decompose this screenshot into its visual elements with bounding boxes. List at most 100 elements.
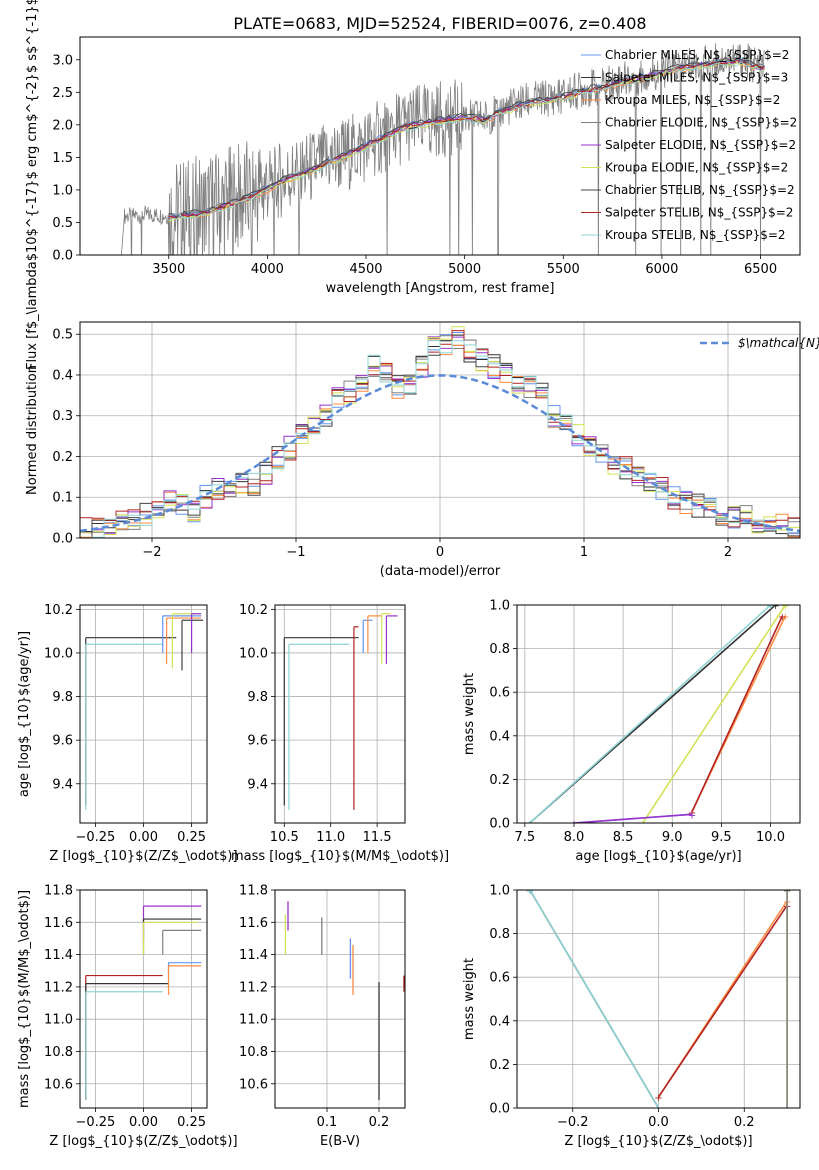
y-tick-label: 11.4 [44, 948, 73, 963]
axes-frame [79, 889, 208, 1109]
y-tick-label: 1.0 [52, 183, 73, 198]
weight-marker-2-1: + [526, 819, 534, 830]
x-tick-label: 0 [436, 545, 444, 560]
y-tick-label: 0.4 [489, 729, 510, 744]
mass-vs-Z-panel: −0.25 0.00 0.25 10.6 10.8 11.0 11.2 11.4 11.6 11.… [17, 884, 238, 1150]
age-vs-Z-panel: −0.25 0.00 0.25 9.4 9.6 9.8 10.0 10.2 Z [log$_{1… [17, 603, 238, 864]
x-tick-label: 11.0 [316, 830, 345, 845]
axes-frame [79, 604, 208, 824]
x-tick-label: −2 [142, 545, 161, 560]
y-tick-label: 0.6 [489, 686, 510, 701]
weight-marker-4-1: + [654, 1093, 662, 1104]
x-tick-label: 8.5 [613, 830, 634, 845]
x-tick-label: 0.25 [177, 1115, 206, 1130]
x-tick-label: 0.25 [177, 830, 206, 845]
model-fit-line-7 [168, 56, 765, 218]
y-tick-label: 10.8 [239, 1045, 268, 1060]
weight-marker-3-1: + [654, 1093, 662, 1104]
x-tick-label: 6500 [744, 262, 777, 277]
x-tick-label: −0.2 [557, 1115, 589, 1130]
x-tick-label: 5000 [448, 262, 481, 277]
weight-vs-Z-panel: −0.2 0.0 0.20.00.20.40.60.81.0 ++++++++++++… [462, 884, 801, 1149]
x-tick-label: 0.00 [129, 1115, 158, 1130]
plot-area [283, 613, 398, 810]
weight-marker-2-2: + [766, 601, 774, 612]
legend-label-7: Chabrier STELIB, N$_{SSP}$=2 [605, 183, 795, 197]
normal-distribution-curve [80, 374, 800, 533]
y-tick-label: 10.6 [44, 1077, 73, 1092]
y-tick-label: 10.2 [239, 603, 268, 618]
weight-line-7 [573, 813, 692, 823]
axes-frame [79, 321, 801, 539]
weight-marker-5-2: + [778, 612, 786, 623]
mass-vs-EBV-panel: 0.1 0.2 10.6 10.8 11.0 11.2 11.4 11.6 11.8 E(B-V) [239, 884, 406, 1149]
weight-marker-3-2: + [781, 601, 789, 612]
y-tick-label: 3.0 [52, 53, 73, 68]
weight-marker-2-2: + [654, 1104, 662, 1115]
model-fit-line-9 [168, 61, 765, 221]
y-tick-label: 11.6 [239, 916, 268, 931]
x-tick-label: 0.2 [734, 1115, 755, 1130]
x-axis-label: Z [log$_{10}$(Z/Z$_\odot$)] [49, 849, 237, 864]
legend-label-6: Kroupa ELODIE, N$_{SSP}$=2 [605, 161, 788, 175]
y-axis-label: mass weight [462, 958, 477, 1040]
weight-marker-4-1: + [688, 808, 696, 819]
x-axis-label: mass [log$_{10}$(M/M$_\odot$)] [231, 849, 449, 864]
weight-line-3 [642, 605, 786, 823]
weight-marker-1-2: + [771, 601, 779, 612]
y-tick-label: 0.0 [52, 249, 73, 264]
y-tick-label: 2.5 [52, 86, 73, 101]
x-axis-label: (data-model)/error [380, 564, 501, 579]
plot-area [284, 901, 405, 1100]
age-vs-mass-panel: 10.5 11.0 11.5 9.4 9.6 9.8 10.0 10.2 mass [log$_… [231, 603, 449, 864]
y-tick-label: 0.8 [489, 642, 510, 657]
y-tick-label: 0.4 [489, 1014, 510, 1029]
y-tick-label: 0.2 [489, 773, 510, 788]
histogram-line-9 [80, 340, 800, 538]
y-tick-label: 0.0 [489, 817, 510, 832]
y-tick-label: 9.8 [52, 690, 73, 705]
x-axis-label: wavelength [Angstrom, rest frame] [326, 281, 555, 296]
x-tick-label: −1 [286, 545, 305, 560]
y-tick-label: 9.8 [247, 690, 268, 705]
legend-label-5: Salpeter ELODIE, N$_{SSP}$=2 [605, 138, 796, 152]
y-tick-label: 0.1 [52, 491, 73, 506]
y-tick-label: 0.5 [52, 328, 73, 343]
y-tick-label: 1.0 [489, 884, 510, 899]
plot-area [80, 326, 800, 538]
y-tick-label: 9.4 [247, 777, 268, 792]
y-tick-label: 11.2 [44, 980, 73, 995]
y-tick-label: 10.6 [239, 1077, 268, 1092]
y-tick-label: 10.0 [44, 646, 73, 661]
legend-label-8: Salpeter STELIB, N$_{SSP}$=2 [605, 206, 793, 220]
x-tick-label: 9.5 [711, 830, 732, 845]
weight-marker-3-1: + [639, 819, 647, 830]
axes-frame [274, 604, 406, 824]
y-tick-label: 0.2 [52, 450, 73, 465]
legend-label-1: Chabrier MILES, N$_{SSP}$=2 [605, 48, 789, 62]
x-tick-label: −0.25 [75, 1115, 115, 1130]
chart-title: PLATE=0683, MJD=52524, FIBERID=0076, z=0… [233, 14, 646, 33]
x-tick-label: 8.0 [564, 830, 585, 845]
x-tick-label: 1 [580, 545, 588, 560]
y-tick-label: 10.8 [44, 1045, 73, 1060]
x-tick-label: −0.25 [75, 830, 115, 845]
weight-marker-1-1: + [526, 886, 534, 897]
x-tick-label: 0.2 [369, 1115, 390, 1130]
weight-marker-4-2: + [781, 612, 789, 623]
y-tick-label: 9.4 [52, 777, 73, 792]
y-axis-label: age [log$_{10}$(age/yr)] [17, 631, 32, 797]
weight-marker-1-1: + [526, 819, 534, 830]
plot-area: ++++++++++++++ [526, 601, 789, 830]
legend-label-2: Salpeter MILES, N$_{SSP}$=3 [605, 71, 788, 85]
axes-frame [516, 604, 801, 824]
x-axis-label: age [log$_{10}$(age/yr)] [575, 849, 741, 864]
y-axis-label: Flux [f$_\lambda$10$^{-17}$ erg cm$^{-2}… [25, 0, 40, 370]
y-tick-label: 11.6 [44, 916, 73, 931]
x-tick-label: 4500 [349, 262, 382, 277]
plot-area [85, 905, 202, 1100]
weight-line-4 [657, 904, 788, 1098]
x-tick-label: 10.5 [270, 830, 299, 845]
y-tick-label: 11.8 [44, 884, 73, 899]
